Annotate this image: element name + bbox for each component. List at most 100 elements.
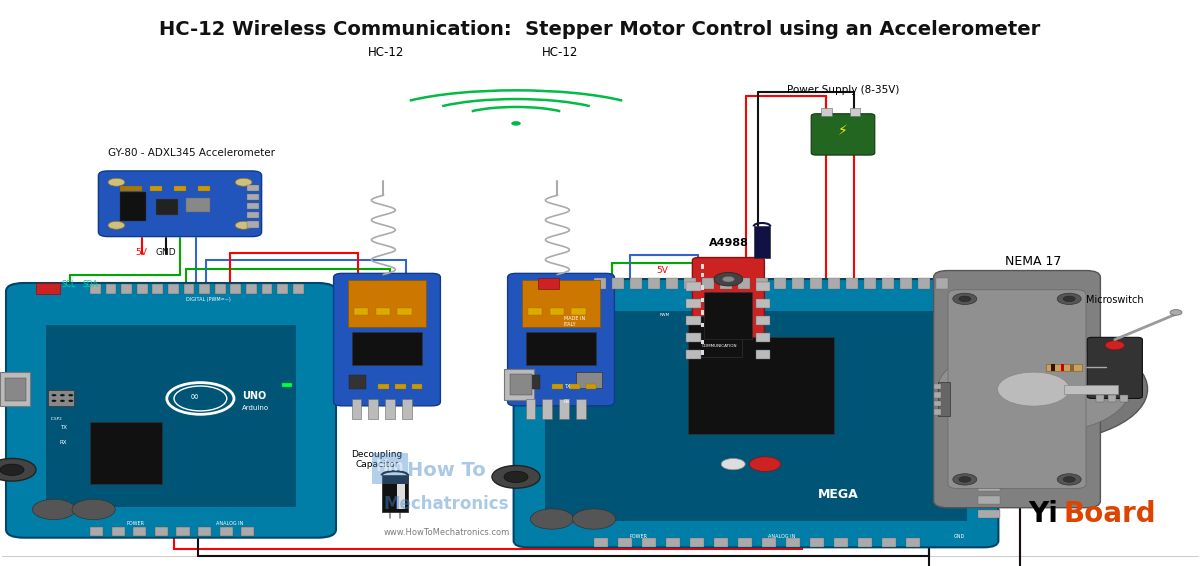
Bar [978,510,1000,518]
Bar [738,538,752,547]
Bar [756,333,770,342]
Circle shape [235,221,252,229]
Bar [382,475,408,512]
Bar [90,284,101,294]
Bar [704,292,752,339]
Bar [684,278,696,289]
Bar [934,401,941,406]
Bar [1096,395,1104,402]
Circle shape [750,457,781,471]
Bar [121,284,132,294]
Text: TX: TX [60,426,67,430]
Bar [528,308,542,315]
Bar [152,284,163,294]
Circle shape [108,221,125,229]
Bar [199,284,210,294]
Bar [810,278,822,289]
Circle shape [1063,477,1075,482]
Circle shape [235,178,252,186]
Bar [1063,385,1117,394]
Bar [642,538,656,547]
Bar [106,284,116,294]
Bar [586,384,596,389]
Bar [864,278,876,289]
FancyBboxPatch shape [514,279,998,547]
Bar [702,278,714,289]
Bar [1046,364,1082,371]
Circle shape [52,394,56,396]
Bar [168,284,179,294]
Circle shape [722,276,734,282]
Circle shape [572,509,616,529]
Bar [762,538,776,547]
Bar [934,384,941,389]
Bar [198,527,211,536]
Bar [120,186,142,191]
Circle shape [721,458,745,470]
FancyBboxPatch shape [934,271,1100,508]
Circle shape [919,335,1147,443]
Bar [559,399,569,419]
FancyBboxPatch shape [1087,337,1142,398]
Bar [397,483,406,509]
Circle shape [108,178,125,186]
Bar [754,226,770,258]
Text: SDA: SDA [82,280,98,289]
Circle shape [0,464,24,475]
Circle shape [72,499,115,520]
Text: A4988: A4988 [708,238,749,248]
Text: GND: GND [155,248,176,257]
Bar [906,538,920,547]
Bar [247,194,259,200]
Text: TX: TX [564,384,570,389]
Bar [198,186,210,191]
Bar [938,382,950,416]
Text: How To: How To [407,461,486,481]
Bar [0,372,30,406]
Bar [828,278,840,289]
FancyBboxPatch shape [334,273,440,406]
Bar [186,198,210,212]
Bar [618,538,632,547]
Bar [395,384,406,389]
Bar [230,284,241,294]
Bar [372,453,408,484]
Bar [978,374,1000,382]
Text: 5V: 5V [656,266,668,275]
Text: HC-12: HC-12 [368,46,404,59]
Bar [1120,395,1128,402]
Bar [701,350,704,354]
Circle shape [0,458,36,481]
Text: MADE IN
ITALY: MADE IN ITALY [564,316,586,327]
Bar [137,284,148,294]
Text: RX: RX [564,399,571,404]
Text: GY-80 - ADXL345 Accelerometer: GY-80 - ADXL345 Accelerometer [108,148,275,158]
Circle shape [959,296,971,302]
Bar [215,284,226,294]
Bar [293,284,304,294]
Bar [352,399,361,419]
Bar [36,283,60,294]
Circle shape [953,293,977,305]
Circle shape [953,474,977,485]
Bar [1061,364,1064,371]
Text: COMMUNICATION: COMMUNICATION [701,344,737,348]
Bar [526,332,596,365]
Bar [918,278,930,289]
Bar [184,284,194,294]
Bar [821,108,832,116]
Bar [978,333,1000,341]
Bar [176,527,190,536]
Bar [510,374,532,395]
Circle shape [68,394,73,396]
Text: NEMA 17: NEMA 17 [1006,255,1062,268]
Bar [545,311,967,521]
Bar [756,278,768,289]
Bar [378,384,389,389]
Bar [978,361,1000,368]
Bar [5,378,26,401]
Bar [882,538,896,547]
Bar [882,278,894,289]
Circle shape [1063,296,1075,302]
Text: HC-12: HC-12 [542,46,578,59]
